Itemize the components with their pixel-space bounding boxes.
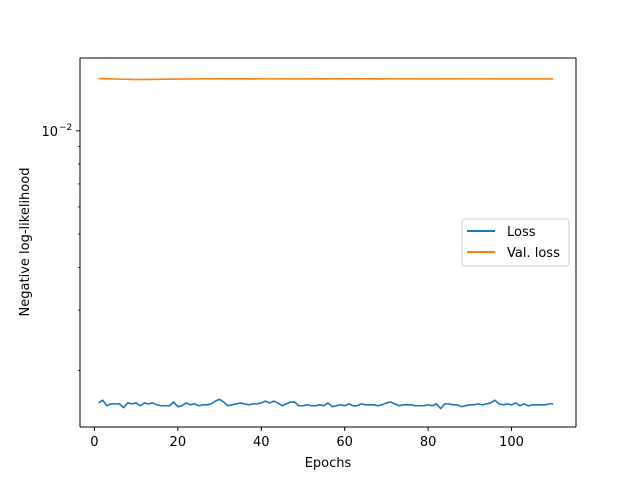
x-ticks: 0 20 40 60 80 100 [90, 427, 524, 450]
legend-label-val-loss: Val. loss [507, 246, 560, 261]
y-tick-label: 10 [41, 125, 58, 140]
y-tick-label-exponent: −2 [59, 123, 72, 133]
y-ticks: 10 −2 [41, 123, 80, 372]
series-line-val-loss [98, 77, 554, 81]
x-tick-label: 20 [170, 435, 187, 450]
series-line-loss [98, 398, 554, 410]
series-layer [98, 77, 554, 410]
x-axis-title: Epochs [305, 456, 352, 471]
x-tick-label: 40 [253, 435, 270, 450]
axes-layer [79, 57, 577, 428]
y-axis-title: Negative log-likelihood [18, 168, 33, 317]
legend-label-loss: Loss [507, 225, 536, 240]
legend: Loss Val. loss [461, 218, 570, 267]
x-tick-label: 60 [336, 435, 353, 450]
x-tick-label: 0 [90, 435, 98, 450]
x-tick-label: 80 [420, 435, 437, 450]
x-tick-label: 100 [499, 435, 524, 450]
